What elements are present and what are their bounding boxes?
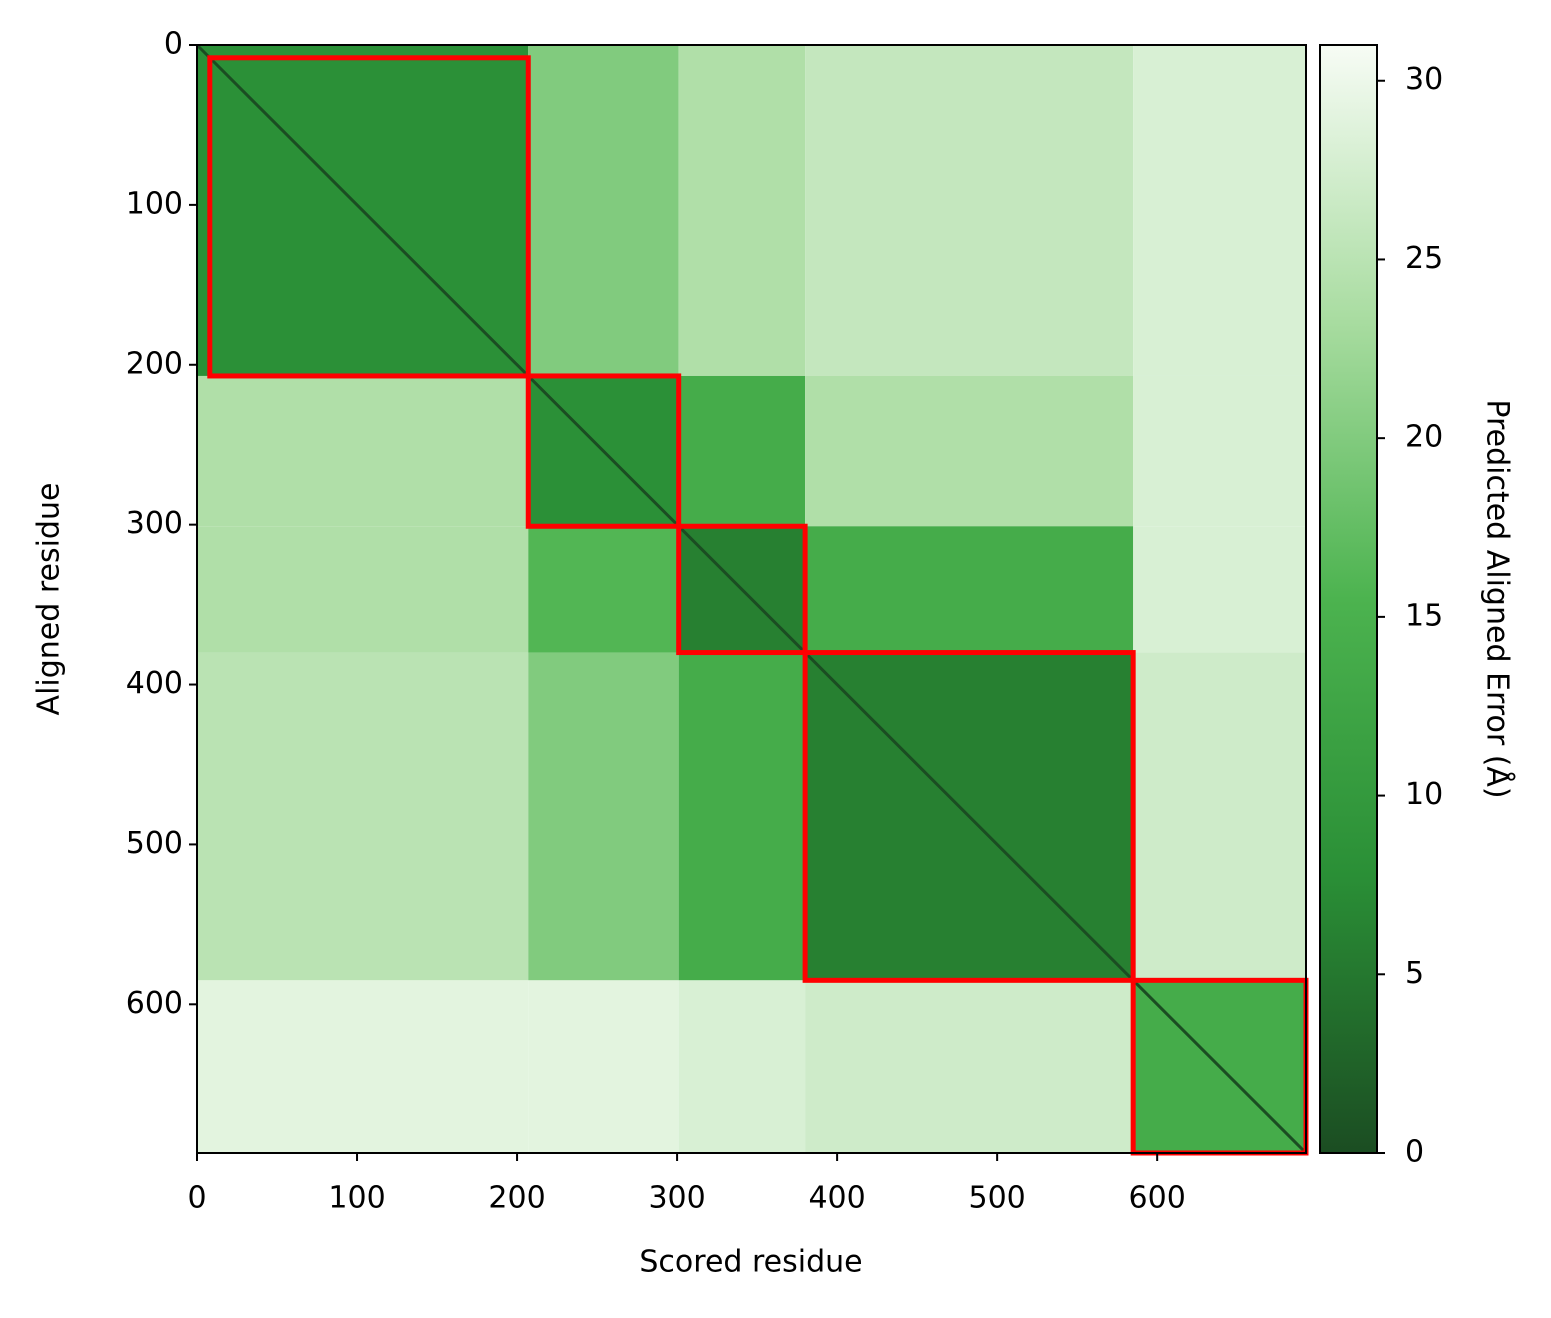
y-tick-label: 0 (164, 27, 183, 62)
x-tick-label: 0 (187, 1181, 206, 1216)
x-tick-label: 500 (969, 1181, 1026, 1216)
heat-cell (805, 526, 1134, 653)
x-tick-label: 200 (488, 1181, 545, 1216)
plot-frame (196, 44, 1307, 1154)
colorbar-tick-label: 15 (1405, 598, 1443, 633)
x-tick-label: 300 (648, 1181, 705, 1216)
heat-cell (678, 45, 806, 376)
domain-box (802, 650, 1136, 983)
heat-cell (1133, 526, 1306, 653)
heat-cell (528, 526, 679, 653)
diagonal (195, 43, 1308, 1155)
heat-cell (678, 652, 806, 981)
domain-box (207, 55, 531, 379)
heat-cell (1133, 375, 1306, 527)
colorbar-label: Predicted Aligned Error (Å) (1480, 399, 1516, 798)
heat-cell (678, 375, 806, 527)
y-tick-label: 200 (126, 346, 183, 381)
heat-cell (1133, 45, 1306, 376)
colorbar-tick-label: 30 (1405, 62, 1443, 97)
heat-cell (197, 652, 529, 981)
heat-cell (805, 980, 1134, 1153)
heat-cell (528, 652, 679, 981)
heat-cell (528, 980, 679, 1153)
y-axis-label: Aligned residue (32, 483, 67, 716)
x-tick-label: 100 (328, 1181, 385, 1216)
colorbar-tick-label: 10 (1405, 777, 1443, 812)
y-tick-label: 100 (126, 186, 183, 221)
colorbar-tick-label: 20 (1405, 420, 1443, 455)
heat-cell (197, 526, 529, 653)
y-tick-label: 500 (126, 826, 183, 861)
x-tick-label: 400 (808, 1181, 865, 1216)
x-tick-label: 600 (1129, 1181, 1186, 1216)
heat-cell (805, 45, 1134, 376)
colorbar-tick-label: 0 (1405, 1135, 1424, 1170)
heat-cell (805, 375, 1134, 527)
colorbar-tick-label: 25 (1405, 241, 1443, 276)
heat-cell (197, 375, 529, 527)
y-tick-label: 600 (126, 986, 183, 1021)
heat-cell (678, 980, 806, 1153)
colorbar (1319, 44, 1378, 1154)
heat-cell (197, 980, 529, 1153)
colorbar-tick-label: 5 (1405, 956, 1424, 991)
y-tick-label: 400 (126, 666, 183, 701)
heat-cell (1133, 652, 1306, 981)
x-axis-label: Scored residue (639, 1245, 862, 1280)
heat-cell (528, 45, 679, 376)
y-tick-label: 300 (126, 506, 183, 541)
heatmap (195, 43, 1308, 1155)
domain-box (676, 523, 808, 656)
domain-box (525, 373, 682, 529)
